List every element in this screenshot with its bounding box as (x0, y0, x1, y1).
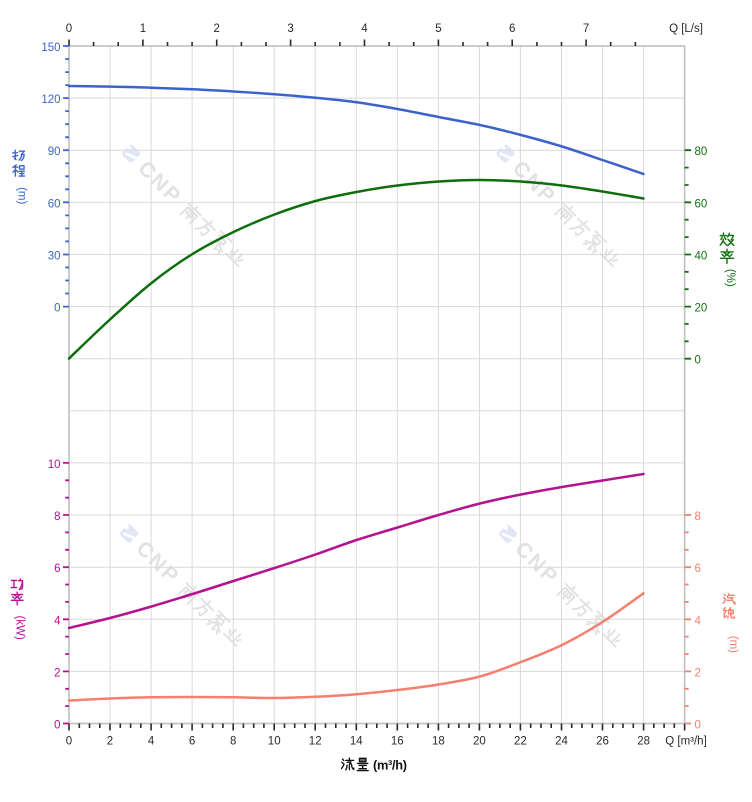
svg-text:6: 6 (509, 23, 515, 35)
svg-text:0: 0 (695, 355, 701, 367)
svg-text:Q [m³/h]: Q [m³/h] (665, 736, 707, 748)
svg-text:(kW): (kW) (14, 616, 26, 640)
svg-text:5: 5 (435, 23, 441, 35)
svg-text:22: 22 (514, 736, 527, 748)
svg-text:20: 20 (695, 303, 708, 315)
svg-text:4: 4 (361, 23, 368, 35)
svg-text:0: 0 (54, 303, 60, 315)
svg-text:2: 2 (107, 736, 113, 748)
svg-text:Q [L/s]: Q [L/s] (669, 23, 703, 35)
svg-text:10: 10 (48, 459, 61, 471)
svg-text:0: 0 (66, 23, 72, 35)
svg-text:30: 30 (48, 251, 61, 263)
svg-text:24: 24 (555, 736, 568, 748)
svg-text:2: 2 (695, 667, 701, 679)
svg-text:18: 18 (432, 736, 445, 748)
svg-text:6: 6 (54, 563, 60, 575)
svg-text:(m): (m) (16, 187, 28, 204)
svg-text:(m³/h): (m³/h) (373, 757, 407, 772)
svg-text:0: 0 (695, 720, 701, 732)
svg-text:16: 16 (391, 736, 404, 748)
svg-text:90: 90 (48, 146, 61, 158)
svg-text:4: 4 (695, 615, 702, 627)
svg-text:2: 2 (54, 667, 60, 679)
svg-text:0: 0 (66, 736, 72, 748)
svg-text:120: 120 (41, 94, 60, 106)
svg-text:8: 8 (695, 511, 701, 523)
svg-text:3: 3 (287, 23, 293, 35)
svg-text:4: 4 (54, 615, 61, 627)
svg-text:8: 8 (230, 736, 236, 748)
svg-text:60: 60 (695, 198, 708, 210)
svg-text:12: 12 (309, 736, 322, 748)
svg-text:8: 8 (54, 511, 60, 523)
svg-text:20: 20 (473, 736, 486, 748)
svg-text:14: 14 (350, 736, 363, 748)
svg-text:28: 28 (637, 736, 650, 748)
svg-text:150: 150 (41, 42, 60, 54)
svg-text:40: 40 (695, 251, 708, 263)
svg-text:60: 60 (48, 198, 61, 210)
svg-text:6: 6 (695, 563, 701, 575)
svg-text:6: 6 (189, 736, 195, 748)
svg-text:7: 7 (583, 23, 589, 35)
svg-text:4: 4 (148, 736, 155, 748)
svg-text:(m): (m) (727, 636, 739, 653)
svg-text:26: 26 (596, 736, 609, 748)
svg-text:80: 80 (695, 146, 708, 158)
svg-text:1: 1 (140, 23, 146, 35)
svg-text:0: 0 (54, 720, 60, 732)
svg-text:10: 10 (268, 736, 281, 748)
svg-text:(%): (%) (724, 269, 736, 287)
svg-text:2: 2 (213, 23, 219, 35)
